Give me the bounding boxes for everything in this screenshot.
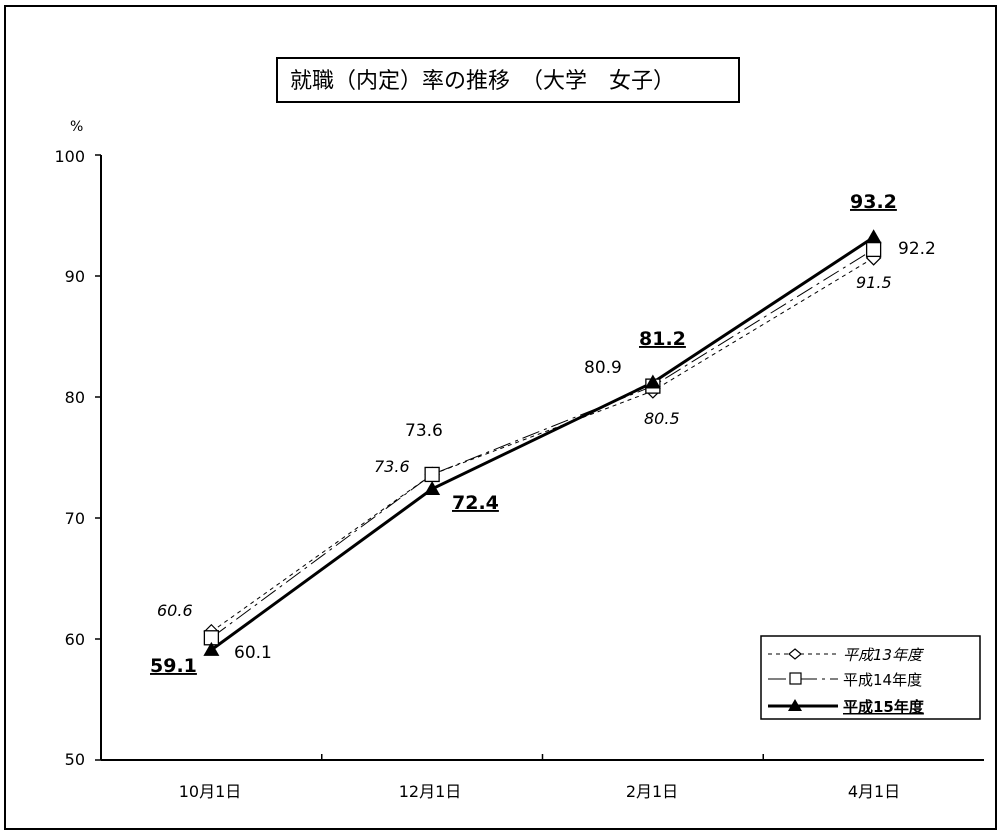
series-marker-square xyxy=(424,466,440,483)
series-line-0 xyxy=(211,257,874,633)
x-ticks: 10月1日 12月1日 2月1日 4月1日 xyxy=(179,782,900,801)
series-marker-square xyxy=(865,241,882,258)
tick-marks xyxy=(95,154,764,761)
legend-marker-triangle xyxy=(788,699,802,711)
legend-marker-square xyxy=(789,672,802,685)
x-tick-label: 10月1日 xyxy=(179,782,242,801)
y-tick-label: 100 xyxy=(54,147,85,166)
data-label: 60.6 xyxy=(157,601,193,620)
legend-label-s0: 平成13年度 xyxy=(843,646,924,664)
series-line-2 xyxy=(210,236,875,652)
data-label: 72.4 xyxy=(452,492,499,514)
data-label: 80.5 xyxy=(644,409,680,428)
data-label: 93.2 xyxy=(850,191,897,213)
data-labels: 60.6 73.6 80.5 91.5 60.1 73.6 80.9 92.2 … xyxy=(150,191,936,677)
data-label: 73.6 xyxy=(405,421,443,441)
y-tick-label: 60 xyxy=(65,630,85,649)
x-tick-label: 2月1日 xyxy=(626,782,678,801)
series-marker-triangle xyxy=(424,480,441,495)
data-label: 59.1 xyxy=(150,655,197,677)
y-tick-label: 70 xyxy=(65,509,85,528)
data-label: 91.5 xyxy=(856,273,892,292)
series-marker-triangle xyxy=(203,641,220,656)
data-label: 92.2 xyxy=(898,239,936,259)
y-tick-label: 50 xyxy=(65,750,85,769)
data-label: 73.6 xyxy=(374,457,410,476)
y-axis-unit: % xyxy=(70,119,83,135)
series-marker-triangle xyxy=(865,229,882,244)
legend-label-s1: 平成14年度 xyxy=(843,671,922,689)
x-tick-label: 12月1日 xyxy=(399,782,462,801)
series-line-1 xyxy=(211,248,874,639)
data-label: 60.1 xyxy=(234,643,272,663)
legend: 平成13年度 平成14年度 平成15年度 xyxy=(760,635,981,720)
series-marker-triangle xyxy=(644,374,661,389)
legend-marker-diamond xyxy=(788,648,802,660)
data-label: 81.2 xyxy=(639,328,686,350)
legend-label-s2: 平成15年度 xyxy=(843,698,925,716)
y-tick-label: 90 xyxy=(65,267,85,286)
chart-title: 就職（内定）率の推移 （大学 女子） xyxy=(290,69,675,94)
title-box xyxy=(276,57,740,103)
series-lines xyxy=(210,236,875,652)
data-label: 80.9 xyxy=(584,358,622,378)
y-tick-label: 80 xyxy=(65,388,85,407)
x-tick-label: 4月1日 xyxy=(848,782,900,801)
series-markers xyxy=(203,229,882,656)
y-ticks: 50 60 70 80 90 100 xyxy=(54,147,85,769)
